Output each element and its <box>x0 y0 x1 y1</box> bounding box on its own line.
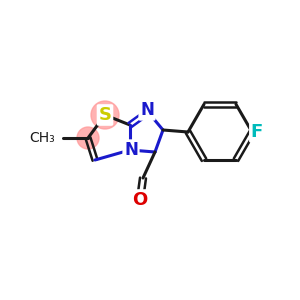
Circle shape <box>91 101 119 129</box>
Text: N: N <box>140 101 154 119</box>
Text: N: N <box>124 141 138 159</box>
Text: F: F <box>251 123 263 141</box>
Text: O: O <box>132 191 148 209</box>
Circle shape <box>77 127 99 149</box>
Text: S: S <box>98 106 112 124</box>
Text: CH₃: CH₃ <box>29 131 55 145</box>
